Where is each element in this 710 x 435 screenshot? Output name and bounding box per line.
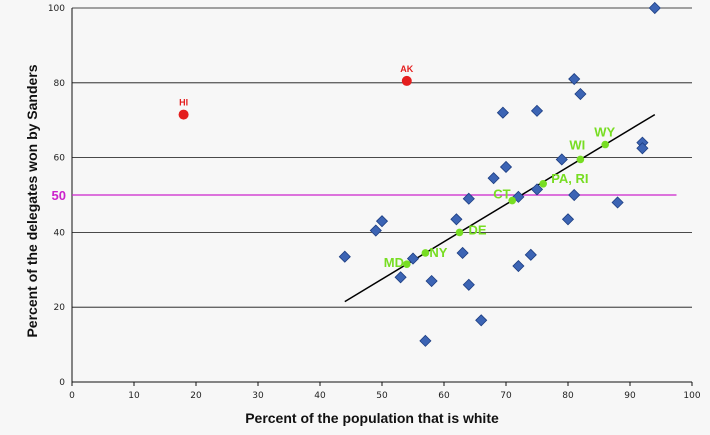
data-point: [611, 196, 624, 209]
point-label: WY: [594, 125, 615, 140]
x-tick-label-80: 80: [562, 391, 574, 401]
data-point: [568, 72, 581, 86]
data-point: [496, 106, 509, 119]
x-tick-label-20: 20: [190, 391, 202, 401]
data-point: [419, 334, 432, 347]
data-point: [530, 183, 544, 196]
data-point: [406, 252, 420, 265]
x-tick-label-60: 60: [438, 391, 450, 401]
x-tick-label-10: 10: [128, 391, 140, 401]
data-point: [462, 278, 475, 291]
point-label: MD: [384, 255, 404, 270]
point-label: NY: [429, 245, 447, 260]
labeled-point: [508, 196, 516, 205]
labeled-point: [455, 228, 464, 237]
data-point: [456, 246, 469, 260]
gridlines: [72, 7, 692, 308]
data-point: [487, 172, 500, 185]
outlier-label: AK: [400, 64, 413, 74]
axes: 20 40 60 80 100 0 10 20 30 40 50 60 70 80 90 100 0: [48, 4, 701, 401]
y-axis-title: Percent of the delegates won by Sanders: [24, 64, 40, 337]
labeled-point: [539, 179, 547, 188]
data-point: [568, 188, 581, 202]
data-point: [338, 250, 351, 263]
x-tick-label-0: 0: [69, 391, 75, 401]
data-point: [555, 153, 568, 166]
outlier-label: HI: [179, 98, 188, 108]
labeled-point: [601, 140, 609, 149]
data-point: [450, 213, 463, 226]
data-point: [524, 248, 537, 261]
outlier-point: [401, 75, 412, 86]
point-label: CT: [493, 187, 510, 202]
data-points: [178, 1, 661, 347]
data-point: [369, 224, 382, 237]
data-point: [530, 104, 544, 117]
x-tick-label-40: 40: [314, 391, 326, 401]
x-tick-label-50: 50: [376, 391, 388, 401]
point-label: WI: [569, 137, 585, 152]
reference-line-label: 50: [52, 188, 66, 203]
point-label: DE: [469, 222, 487, 237]
y-tick-label-0: 0: [59, 378, 65, 388]
y-tick-label-80: 80: [54, 79, 66, 89]
data-point: [648, 1, 661, 15]
data-point: [475, 314, 488, 327]
point-labels: MD NY DE CT PA, RI WI WY AK HI: [179, 64, 615, 270]
labeled-point: [403, 260, 411, 268]
x-tick-label-100: 100: [683, 391, 700, 401]
data-point: [425, 274, 438, 288]
outlier-point: [178, 109, 189, 120]
labeled-point: [421, 249, 430, 257]
reference-line-group: 50: [52, 188, 677, 203]
data-point: [462, 192, 475, 205]
x-tick-label-70: 70: [500, 391, 512, 401]
data-point: [375, 215, 389, 228]
y-tick-label-100: 100: [48, 4, 65, 14]
y-tick-label-20: 20: [54, 303, 66, 313]
data-point: [636, 142, 649, 155]
data-point: [512, 259, 525, 273]
x-tick-label-90: 90: [624, 391, 636, 401]
y-tick-label-40: 40: [54, 228, 66, 238]
data-point: [499, 160, 513, 174]
x-axis-title: Percent of the population that is white: [245, 410, 499, 426]
labeled-point: [576, 155, 585, 164]
point-label: PA, RI: [551, 171, 588, 186]
data-point: [574, 87, 587, 101]
y-tick-label-60: 60: [54, 154, 66, 164]
data-point: [394, 271, 407, 284]
data-point: [561, 213, 575, 226]
x-tick-label-30: 30: [252, 391, 264, 401]
